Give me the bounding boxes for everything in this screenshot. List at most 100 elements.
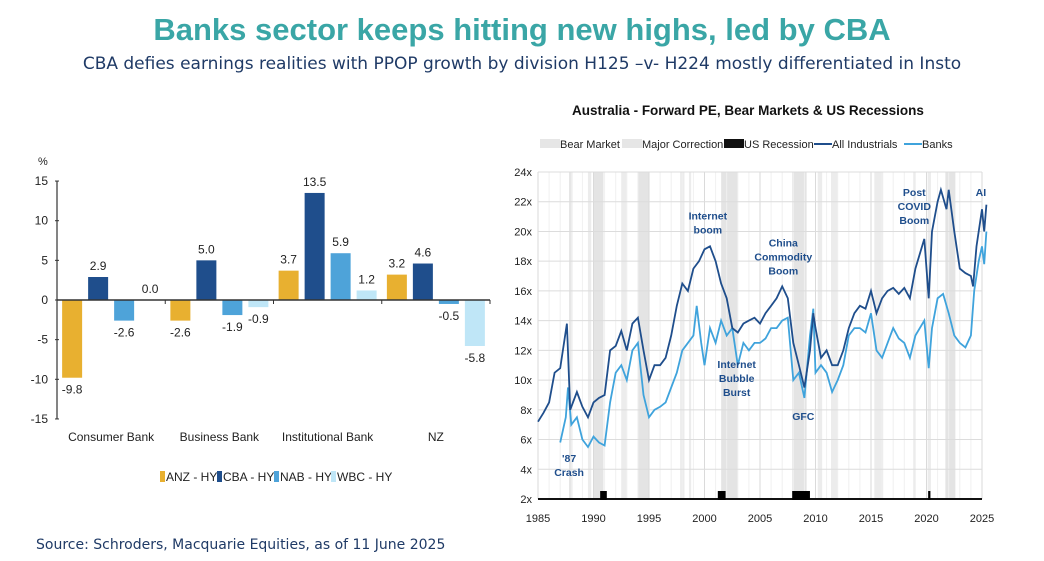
y-tick-label: 16x xyxy=(514,286,532,298)
bar-cba xyxy=(88,277,109,300)
page-subtitle: CBA defies earnings realities with PPOP … xyxy=(82,54,962,74)
x-tick-label: 1995 xyxy=(637,513,661,525)
y-tick-label: 14x xyxy=(514,316,532,328)
y-tick-label: -10 xyxy=(31,372,49,386)
legend-label: All Industrials xyxy=(832,139,898,151)
legend-swatch xyxy=(217,471,222,482)
y-tick-label: 6x xyxy=(520,435,532,447)
annotation: Internet xyxy=(717,359,756,371)
annotation: GFC xyxy=(792,411,815,423)
y-tick-label: 24x xyxy=(514,167,532,179)
y-tick-label: 10x xyxy=(514,375,532,387)
correction-band xyxy=(621,172,627,499)
y-tick-label: -5 xyxy=(37,333,48,347)
y-tick-label: -15 xyxy=(31,412,49,426)
y-tick-label: 4x xyxy=(520,464,532,476)
legend-label: Banks xyxy=(922,139,953,151)
source-note: Source: Schroders, Macquarie Equities, a… xyxy=(36,537,446,553)
correction-band xyxy=(831,172,838,499)
correction-band xyxy=(587,172,592,499)
annotation: COVID xyxy=(898,201,932,213)
page-title: Banks sector keeps hitting new highs, le… xyxy=(153,12,891,47)
category-label: Institutional Bank xyxy=(282,430,374,444)
data-label: 3.7 xyxy=(280,253,297,267)
bar-cba xyxy=(196,260,217,300)
y-tick-label: 5 xyxy=(41,253,48,267)
correction-band xyxy=(927,172,931,499)
annotation: boom xyxy=(694,225,723,237)
bar-wbc xyxy=(464,300,485,346)
series-line-banks xyxy=(559,231,988,449)
y-tick-label: 0 xyxy=(41,293,48,307)
x-tick-label: 2010 xyxy=(803,513,827,525)
legend-label: Bear Market xyxy=(560,139,620,151)
legend-swatch xyxy=(331,471,336,482)
annotation: Internet xyxy=(689,211,728,223)
y-tick-label: 20x xyxy=(514,226,532,238)
correction-band xyxy=(817,172,823,499)
legend-swatch xyxy=(724,139,744,148)
data-label: 5.0 xyxy=(198,242,215,256)
annotation: '87 xyxy=(562,453,576,465)
bar-wbc xyxy=(356,290,377,300)
y-axis-label: % xyxy=(38,156,48,168)
correction-band xyxy=(913,172,916,499)
y-tick-label: 10 xyxy=(35,214,49,228)
legend-label: Major Correction xyxy=(642,139,723,151)
x-tick-label: 2015 xyxy=(859,513,883,525)
y-tick-label: 2x xyxy=(520,494,532,506)
x-tick-label: 2025 xyxy=(970,513,994,525)
y-tick-label: 22x xyxy=(514,197,532,209)
bar-cba xyxy=(412,263,433,300)
data-label: 4.6 xyxy=(415,246,432,260)
data-label: -9.8 xyxy=(62,383,83,397)
us-recession-bar xyxy=(600,491,607,500)
data-label: -2.6 xyxy=(114,326,135,340)
legend-swatch xyxy=(160,471,165,482)
bear-market-band xyxy=(945,172,956,499)
x-tick-label: 2000 xyxy=(692,513,716,525)
category-label: Consumer Bank xyxy=(68,430,155,444)
bear-market-band xyxy=(637,172,649,499)
bar-nab xyxy=(222,300,243,316)
legend-label: WBC - HY xyxy=(337,470,392,484)
data-label: -0.5 xyxy=(439,309,460,323)
data-label: -5.8 xyxy=(465,351,486,365)
bar-nab xyxy=(330,253,351,300)
annotation: Boom xyxy=(768,265,798,277)
category-label: NZ xyxy=(428,430,444,444)
us-recession-bar xyxy=(792,491,810,500)
data-label: -1.9 xyxy=(222,320,243,334)
data-label: 5.9 xyxy=(332,235,349,249)
y-tick-label: 15 xyxy=(35,174,49,188)
annotation: Post xyxy=(903,187,926,199)
series-line-all-industrials xyxy=(537,186,988,423)
bear-market-band xyxy=(792,172,807,499)
annotation: Boom xyxy=(899,215,929,227)
bear-market-band xyxy=(593,172,604,499)
us-recession-bar xyxy=(928,491,931,500)
annotation: Commodity xyxy=(754,251,812,263)
data-label: 13.5 xyxy=(303,175,327,189)
bar-anz xyxy=(170,300,191,321)
annotation: Burst xyxy=(723,387,751,399)
bear-market-band xyxy=(569,172,573,499)
y-tick-label: 8x xyxy=(520,405,532,417)
category-label: Business Bank xyxy=(180,430,260,444)
bar-anz xyxy=(386,274,407,300)
data-label: 1.2 xyxy=(358,272,375,286)
x-tick-label: 2005 xyxy=(748,513,772,525)
legend-label: CBA - HY xyxy=(223,470,274,484)
data-label: -0.9 xyxy=(248,312,269,326)
x-tick-label: 1990 xyxy=(581,513,605,525)
bar-anz xyxy=(278,270,299,300)
data-label: 3.2 xyxy=(389,257,406,271)
bear-market-band xyxy=(721,172,738,499)
x-tick-label: 1985 xyxy=(526,513,550,525)
bar-wbc xyxy=(248,300,269,308)
legend-swatch xyxy=(622,139,642,148)
data-label: 0.0 xyxy=(142,282,159,296)
legend-label: US Recession xyxy=(744,139,814,151)
